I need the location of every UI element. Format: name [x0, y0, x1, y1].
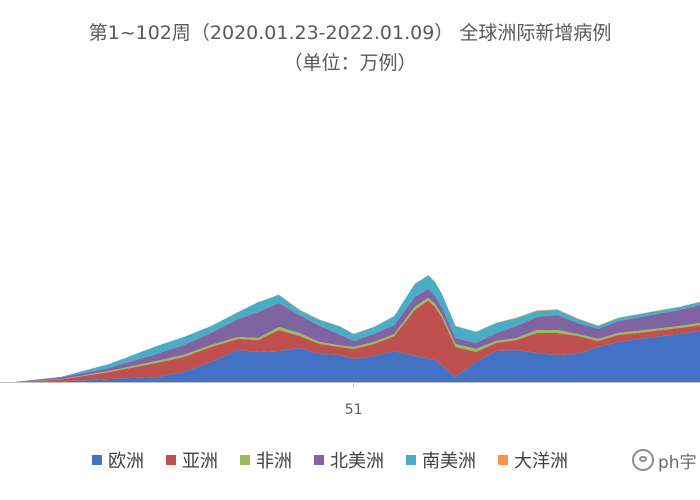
wechat-logo-icon — [632, 449, 654, 471]
area-series-欧洲 — [14, 331, 700, 382]
legend-swatch — [406, 455, 416, 465]
area-series-南美洲 — [14, 275, 700, 382]
watermark: ph宇 — [628, 445, 700, 475]
chart-title-block: 第1~102周（2020.01.23-2022.01.09） 全球洲际新增病例 … — [0, 18, 700, 78]
chart-plot: 51 — [0, 275, 700, 418]
stacked-area-layers — [14, 275, 700, 382]
legend-label: 亚洲 — [182, 451, 218, 472]
legend-item: 非洲 — [240, 447, 292, 473]
chart-subtitle: （单位：万例） — [283, 52, 417, 74]
legend-item: 南美洲 — [406, 447, 476, 473]
legend-item: 亚洲 — [166, 447, 218, 473]
legend-swatch — [498, 455, 508, 465]
legend-item: 大洋洲 — [498, 447, 568, 473]
x-axis-ticks: 51 — [345, 382, 363, 418]
legend-swatch — [92, 455, 102, 465]
legend-item: 北美洲 — [314, 447, 384, 473]
legend-label: 北美洲 — [330, 451, 384, 472]
watermark-text: ph宇 — [658, 452, 697, 473]
legend-swatch — [166, 455, 176, 465]
legend-item: 欧洲 — [92, 447, 144, 473]
legend-label: 欧洲 — [108, 451, 144, 472]
legend-swatch — [240, 455, 250, 465]
legend-label: 非洲 — [256, 451, 292, 472]
legend-swatch — [314, 455, 324, 465]
x-tick-label: 51 — [345, 402, 363, 418]
legend: 欧洲 亚洲 非洲 北美洲 南美洲 大洋洲 — [92, 446, 568, 474]
legend-label: 大洋洲 — [514, 451, 568, 472]
area-series-亚洲 — [14, 300, 700, 382]
chart-title: 第1~102周（2020.01.23-2022.01.09） 全球洲际新增病例 — [88, 22, 612, 44]
legend-label: 南美洲 — [422, 451, 476, 472]
